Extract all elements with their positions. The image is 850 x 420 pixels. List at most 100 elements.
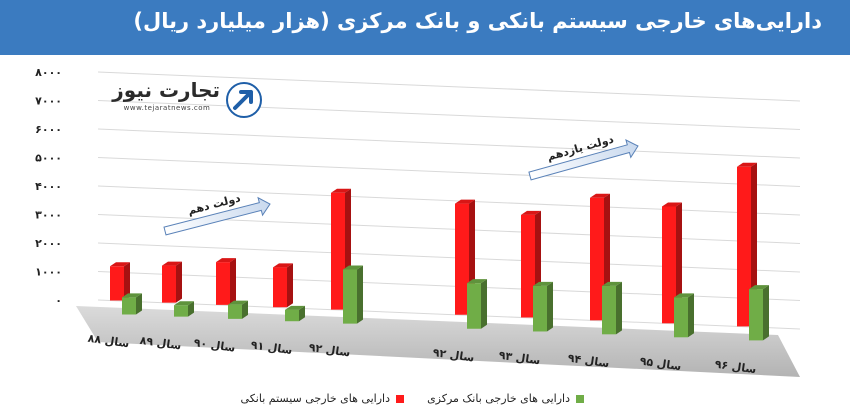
y-tick-label: ۴۰۰۰ (35, 180, 62, 193)
bar-banking-system-front (590, 197, 604, 321)
bar-banking-system-top (216, 258, 236, 263)
bar-central-bank-front (674, 297, 688, 338)
chart-title: دارایی‌های خارجی سیستم بانکی و بانک مرکز… (133, 9, 822, 33)
x-tick-label: سال ۹۰ (193, 336, 236, 355)
bar-banking-system-front (331, 192, 345, 310)
bar-central-bank-front (122, 297, 136, 315)
bar-banking-system-front (662, 206, 676, 324)
bar-banking-system (216, 258, 236, 305)
bar-central-bank (285, 305, 305, 322)
y-tick-label: ۶۰۰۰ (35, 123, 62, 136)
gridline (97, 185, 801, 216)
bar-central-bank-side (616, 281, 622, 335)
x-tick-label: سال ۹۱ (250, 338, 293, 357)
y-tick-label: ۸۰۰۰ (35, 66, 62, 79)
x-tick-label: سال ۸۹ (139, 334, 182, 353)
legend-label-central-bank: دارایی های خارجی بانک مرکزی (427, 392, 570, 405)
bar-central-bank-top (674, 293, 694, 298)
bar-banking-system (273, 263, 293, 308)
bar-central-bank-front (343, 269, 357, 324)
bar-banking-system-top (110, 262, 130, 267)
bar-central-bank (343, 265, 363, 324)
bar-central-bank (533, 281, 553, 332)
x-tick-label: سال ۹۵ (639, 354, 682, 373)
bar-central-bank-top (602, 281, 622, 286)
bar-banking-system-side (287, 263, 293, 308)
bar-banking-system (110, 262, 130, 301)
x-tick-label: سال ۹۶ (714, 358, 757, 377)
bar-banking-system-top (273, 263, 293, 268)
x-tick-label: سال ۹۲ (432, 346, 475, 365)
bar-banking-system-side (676, 202, 682, 324)
bar-central-bank (749, 285, 769, 341)
gridline (97, 271, 801, 301)
x-tick-label: سال ۹۳ (498, 349, 541, 368)
bar-central-bank-top (749, 285, 769, 290)
gridline (97, 100, 801, 130)
legend-swatch-central-bank (576, 395, 584, 403)
bar-central-bank-front (174, 305, 188, 317)
bar-central-bank-top (533, 281, 553, 286)
gridline (97, 128, 801, 159)
bar-central-bank (228, 300, 248, 319)
x-tick-label: سال ۹۲ (308, 341, 351, 360)
bar-central-bank (174, 301, 194, 317)
bar-central-bank-side (188, 301, 194, 317)
bar-central-bank-top (285, 305, 305, 310)
bar-central-bank-top (122, 293, 142, 298)
bar-central-bank-top (228, 300, 248, 305)
bar-central-bank-side (481, 279, 487, 329)
bar-banking-system-top (521, 210, 541, 215)
bar-central-bank-front (602, 285, 616, 335)
bar-central-bank-front (467, 283, 481, 329)
annotation-arrow-government-11: دولت یازدهم (528, 132, 639, 181)
logo-arrow-icon (226, 82, 262, 118)
bar-banking-system-top (162, 261, 182, 266)
bar-banking-system-top (331, 188, 351, 193)
legend-item-banking: دارایی های خارجی سیستم بانکی (241, 392, 404, 405)
logo: تجارت نیوز www.tejaratnews.com (108, 78, 268, 128)
bar-central-bank-front (285, 309, 299, 322)
bar-banking-system-front (521, 214, 535, 318)
bar-central-bank-side (547, 281, 553, 332)
annotation-arrow-government-11-shape (528, 139, 639, 181)
y-tick-label: ۲۰۰۰ (35, 237, 62, 250)
annotation-arrow-government-10-shape (163, 196, 271, 236)
gridline (97, 71, 801, 102)
bar-banking-system-top (455, 199, 475, 204)
bar-banking-system-side (230, 258, 236, 305)
bar-central-bank (602, 281, 622, 335)
bar-central-bank-side (688, 293, 694, 338)
y-tick-label: ۰ (55, 294, 62, 307)
bar-central-bank (122, 293, 142, 315)
legend-swatch-banking (396, 395, 404, 403)
bar-central-bank-front (533, 285, 547, 332)
bar-central-bank-top (467, 279, 487, 284)
chart-floor (76, 306, 800, 377)
legend-label-banking: دارایی های خارجی سیستم بانکی (240, 392, 390, 405)
legend-item-central-bank: دارایی های خارجی بانک مرکزی (427, 392, 584, 405)
bar-banking-system-front (455, 203, 469, 315)
bar-banking-system-top (590, 193, 610, 198)
bar-central-bank-front (749, 289, 763, 341)
bar-banking-system-top (662, 202, 682, 207)
y-tick-label: ۷۰۰۰ (35, 95, 62, 108)
bar-banking-system-side (124, 262, 130, 301)
chart: ۰ ۱۰۰۰ ۲۰۰۰ ۳۰۰۰ ۴۰۰۰ ۵۰۰۰ ۶۰۰۰ ۷۰۰۰ ۸۰۰۰ سال ۸۸ س… (35, 66, 801, 377)
bar-central-bank-side (242, 300, 248, 319)
bar-central-bank (674, 293, 694, 338)
legend: دارایی های خارجی سیستم بانکی دارایی های … (128, 392, 584, 410)
bar-banking-system-front (162, 265, 176, 303)
y-tick-label: ۱۰۰۰ (35, 266, 62, 279)
title-bar: دارایی‌های خارجی سیستم بانکی و بانک مرکز… (0, 0, 850, 55)
bar-central-bank-front (228, 304, 242, 319)
bar-banking-system-front (273, 267, 287, 308)
bar-central-bank-side (357, 265, 363, 324)
y-tick-label: ۳۰۰۰ (35, 209, 62, 222)
bar-central-bank-side (763, 285, 769, 341)
y-tick-label: ۵۰۰۰ (35, 152, 62, 165)
bar-central-bank-top (174, 301, 194, 306)
x-tick-label: سال ۸۸ (87, 332, 130, 351)
bar-central-bank-side (299, 305, 305, 322)
bar-banking-system-front (110, 266, 124, 301)
